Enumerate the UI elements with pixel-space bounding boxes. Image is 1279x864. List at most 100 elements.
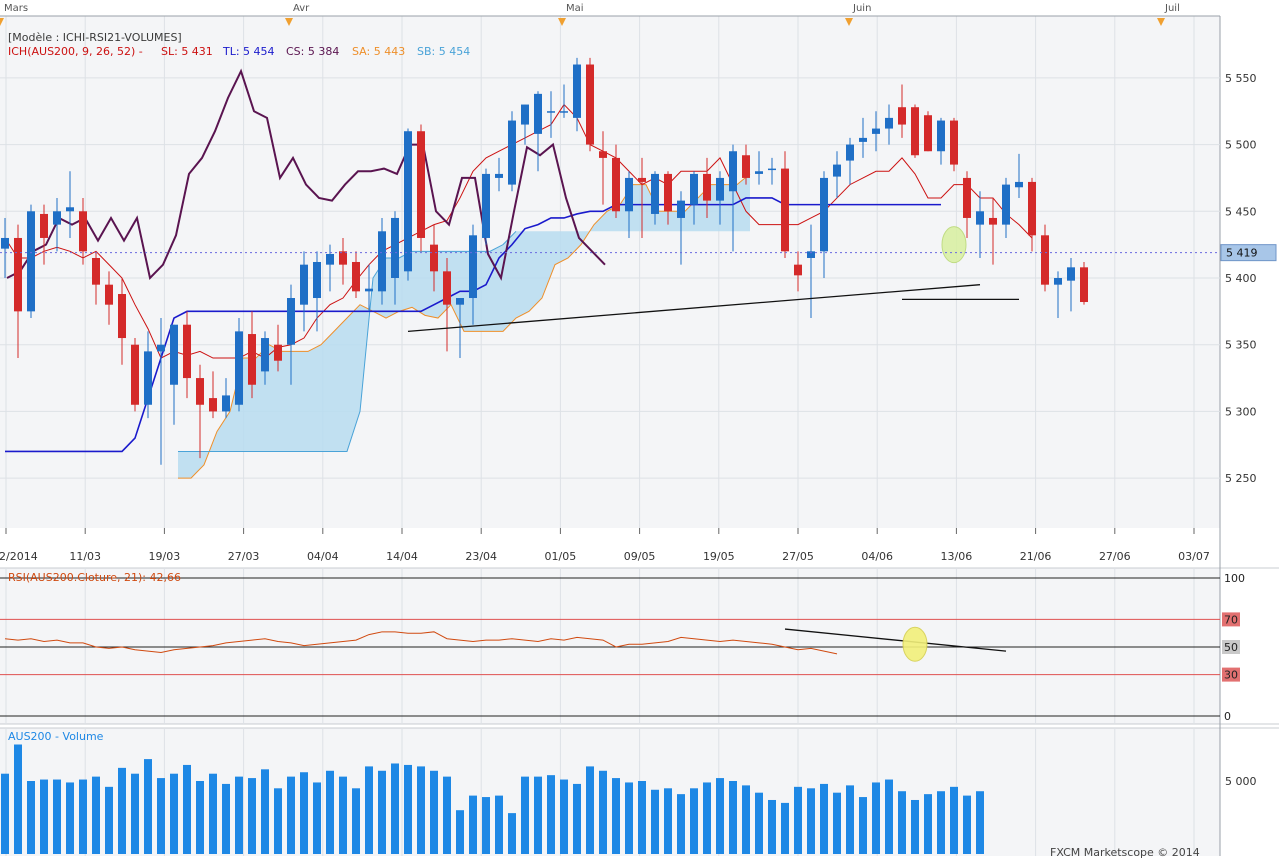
volume-bar [40,779,48,854]
month-label: Mars [4,3,28,14]
candle-body [560,111,568,113]
volume-bar [872,782,880,854]
candle-body [157,344,165,352]
candle-body [1080,267,1088,303]
volume-bar [586,766,594,854]
candle-body [274,344,282,361]
ich-label: ICH(AUS200, 9, 26, 52) - [8,45,143,58]
candle-body [391,217,399,278]
month-label: Mai [566,3,584,14]
candle-body [248,334,256,385]
month-label: Juin [852,3,871,14]
month-marker [285,18,293,26]
candle-body [92,257,100,285]
candle-body [937,120,945,152]
candle-body [807,251,815,258]
senkou-span-b-line [178,230,517,452]
current-price-tag [1220,244,1277,262]
candle-body [300,264,308,305]
candle-body [963,177,971,218]
candle-body [144,351,152,405]
volume-bar [534,776,542,854]
candle-body [573,64,581,118]
candle-body [664,173,672,212]
volume-label: AUS200 - Volume [8,730,104,743]
date-label: 27/06 [1099,550,1131,563]
volume-bar [625,782,633,854]
volume-bar [521,776,529,854]
volume-bar [430,770,438,854]
tl-label: TL: 5 454 [222,45,275,58]
candle-body [716,177,724,201]
candle-body [586,64,594,145]
volume-bar [456,810,464,854]
candle-body [547,111,555,113]
volume-bar [261,769,269,854]
date-label: 03/07 [1178,550,1210,563]
volume-bar [378,770,386,854]
rsi-highlight [902,626,928,662]
volume-bar [92,776,100,854]
rsi-panel-bg [0,568,1220,724]
date-label: 23/04 [465,550,497,563]
sb-label: SB: 5 454 [417,45,470,58]
volume-bar [183,764,191,854]
volume-bar [560,779,568,854]
month-marker [845,18,853,26]
candle-body [443,271,451,305]
candle-body [27,211,35,312]
rsi-line [4,631,838,655]
candle-body [677,200,685,218]
candle-body [339,251,347,265]
month-marker [1157,18,1165,26]
rsi-tick-label: 0 [1224,710,1231,723]
volume-bar [742,785,750,854]
volume-bar [131,773,139,854]
candle-body [131,344,139,405]
volume-bar [443,776,451,854]
candle-body [170,324,178,385]
candle-body [534,93,542,134]
price-tick-label: 5 250 [1225,472,1257,485]
date-label: 11/03 [69,550,101,563]
date-label: 27/05 [782,550,814,563]
volume-bar [911,799,919,854]
candle-body [651,173,659,214]
volume-bar [352,788,360,854]
volume-bar [274,788,282,854]
candle-body [222,395,230,412]
candle-body [209,398,217,412]
rsi-level-tag [1222,667,1240,682]
volume-bar [599,770,607,854]
date-label: 28/02/2014 [0,550,38,563]
candle-body [794,264,802,276]
sa-label: SA: 5 443 [352,45,405,58]
volume-bar [755,792,763,854]
volume-bar [1,773,9,854]
volume-bar [235,776,243,854]
rsi-tick-label: 100 [1224,572,1245,585]
candle-body [768,168,776,171]
candle-body [703,173,711,201]
cs-label: CS: 5 384 [286,45,339,58]
volume-bar [898,791,906,854]
date-label: 27/03 [228,550,260,563]
candle-body [1002,184,1010,225]
price-tick-label: 5 450 [1225,205,1257,218]
candle-body [417,131,425,238]
candle-body [365,288,373,292]
rsi-tick-label: 70 [1224,613,1238,626]
candle-body [872,128,880,134]
model-label: [Modèle : ICHI-RSI21-VOLUMES] [8,31,182,44]
rsi-trendline [784,628,1007,652]
candle-body [924,115,932,152]
chikou-span-line [6,68,606,281]
candle-body [781,168,789,252]
volume-bar [404,764,412,854]
kumo-cloud [178,173,750,479]
candle-body [846,144,854,161]
candle-body [482,173,490,238]
volume-bar [248,778,256,854]
candle-body [1,237,9,249]
